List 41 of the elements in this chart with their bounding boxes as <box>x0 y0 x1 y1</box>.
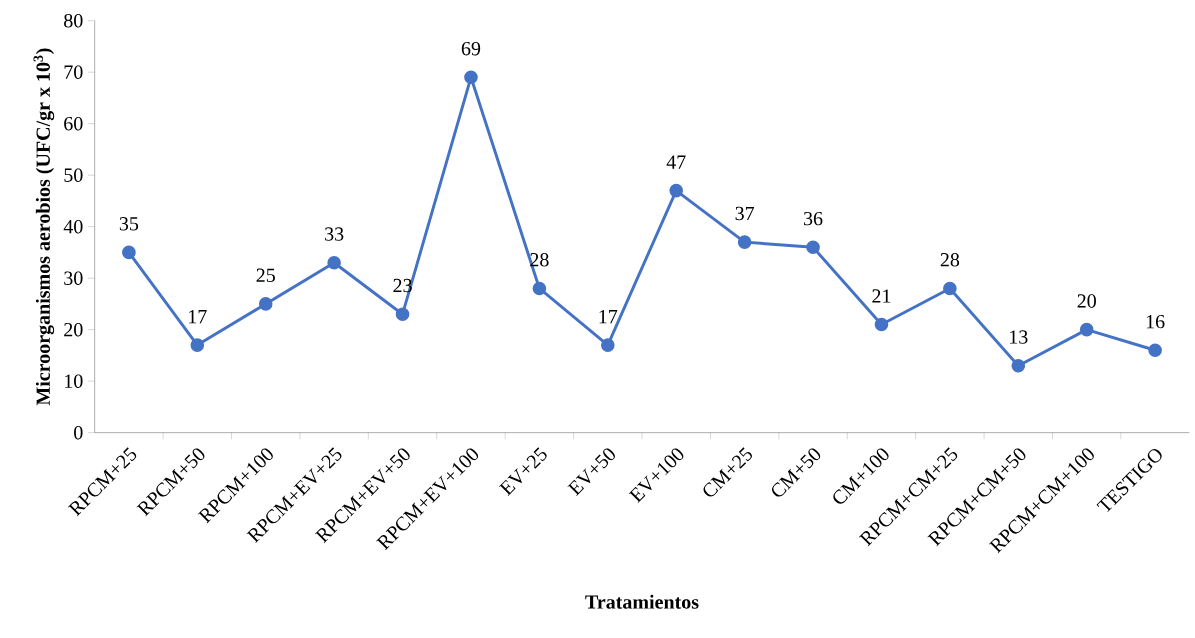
data-label: 13 <box>1010 330 1028 344</box>
y-tick-label: 10 <box>65 374 83 388</box>
point <box>806 240 820 255</box>
data-label: 20 <box>1077 294 1096 308</box>
data-label: 35 <box>119 217 139 231</box>
point <box>395 307 410 322</box>
point <box>122 245 136 260</box>
point <box>737 235 752 249</box>
y-tick-label: 50 <box>64 168 83 182</box>
point <box>943 281 957 296</box>
data-label: 69 <box>461 41 481 56</box>
point <box>669 183 684 198</box>
y-axis-title: Microorganismos aerobios (UFC/gr x 10$^{3}$) <box>33 48 55 406</box>
point <box>874 317 889 332</box>
y-tick-label: 40 <box>63 219 83 234</box>
point <box>258 297 273 311</box>
point <box>190 338 205 352</box>
point <box>1148 343 1162 358</box>
y-tick-label: 30 <box>64 271 83 285</box>
data-label: 16 <box>1146 314 1165 329</box>
data-label: 47 <box>666 155 686 169</box>
y-tick-label: 60 <box>64 116 83 131</box>
data-label: 17 <box>599 310 618 324</box>
point <box>1079 322 1094 337</box>
data-label: 33 <box>325 227 344 241</box>
y-tick-label: 0 <box>74 425 83 440</box>
point <box>464 70 478 85</box>
point <box>327 255 341 270</box>
point <box>1011 358 1026 373</box>
data-label: 36 <box>804 211 823 226</box>
data-label: 17 <box>189 310 207 324</box>
data-label: 25 <box>256 268 275 282</box>
y-tick-label: 80 <box>64 13 83 28</box>
data-label: 28 <box>940 253 960 267</box>
x-axis-title: Tratamientos <box>585 594 699 609</box>
point <box>601 338 615 352</box>
point <box>532 281 547 296</box>
data-label: 21 <box>872 289 891 303</box>
y-tick-label: 20 <box>64 322 83 337</box>
y-tick-label: 70 <box>64 65 83 79</box>
data-label: 37 <box>735 206 755 221</box>
